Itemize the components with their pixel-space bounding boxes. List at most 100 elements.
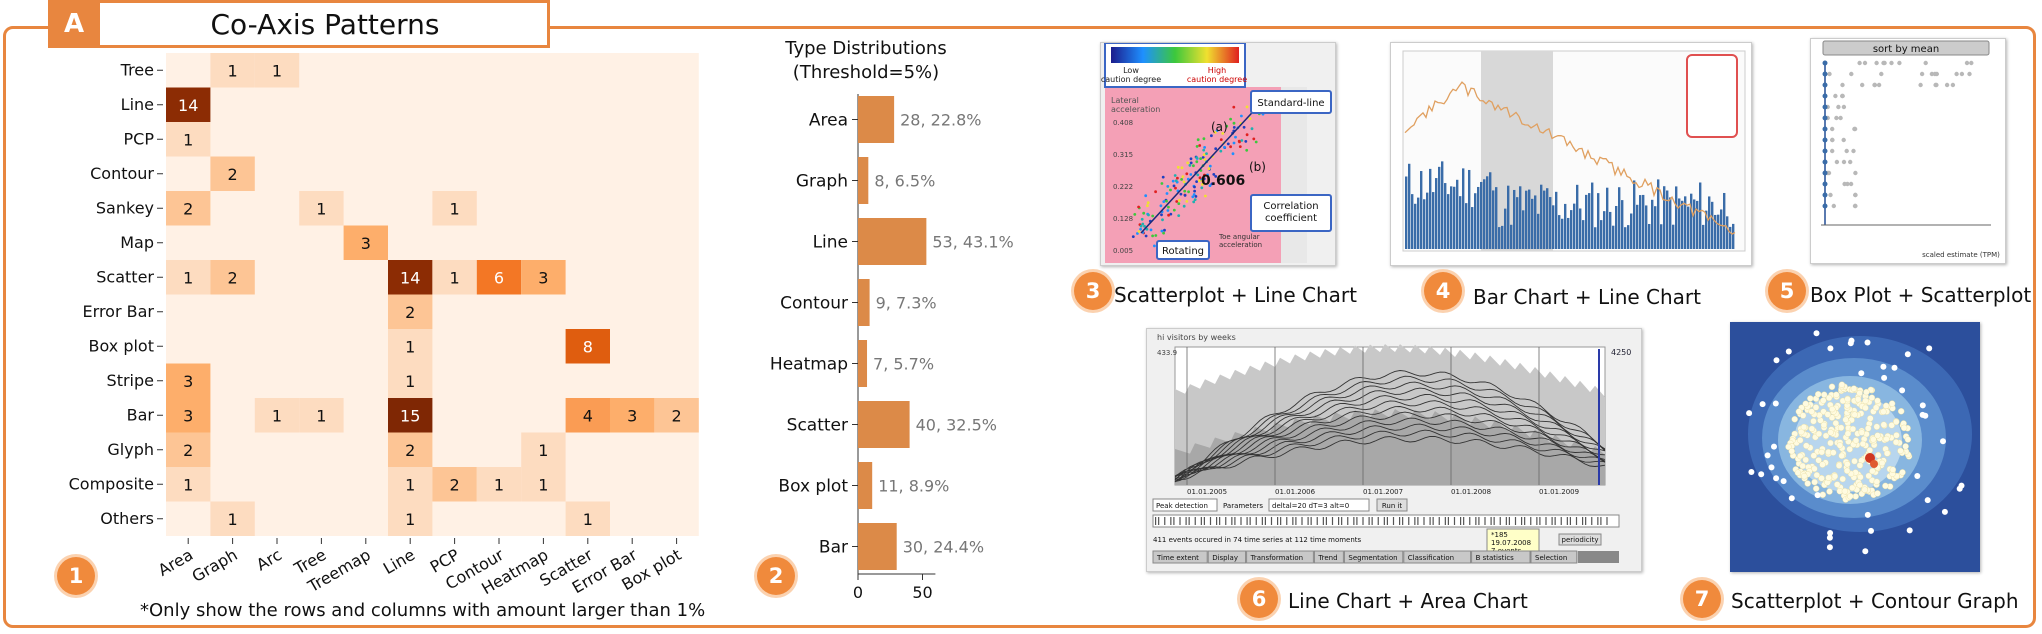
example-6-image: hi visitors by weeks 433.9 4250 01.01.20…: [1147, 329, 1641, 571]
heatmap-cell-label: 1: [450, 268, 460, 287]
heatmap-cell-label: 2: [405, 303, 415, 322]
distribution-bar: [858, 218, 927, 265]
heatmap-cell-label: 1: [183, 475, 193, 494]
svg-text:01.01.2005: 01.01.2005: [1187, 488, 1227, 496]
heatmap-cell-label: 2: [228, 268, 238, 287]
example-4-image: [1391, 43, 1751, 265]
heatmap-cell-label: 15: [400, 406, 420, 425]
heatmap-cell: [521, 260, 566, 295]
sort-by-mean-button[interactable]: [1822, 40, 1990, 56]
heatmap-cell-label: 4: [583, 406, 593, 425]
heatmap-cell-label: 1: [272, 406, 282, 425]
heatmap-row-label: Contour: [90, 164, 154, 183]
ex3-y-ticks: 0.408 0.315 0.222 0.128 0.005: [1113, 119, 1133, 255]
heatmap-cell: [565, 501, 610, 536]
heatmap-cell: [210, 156, 255, 191]
bar-category-label: Line: [813, 233, 848, 253]
ex3-x-label: Toe angular acceleration: [1218, 233, 1262, 249]
ex6-header: hi visitors by weeks: [1157, 333, 1236, 342]
heatmap-cell: [388, 501, 433, 536]
ex6-tab-label: Segmentation: [1348, 554, 1397, 562]
heatmap-row-label: Error Bar: [83, 302, 155, 321]
heatmap-cell: [299, 398, 344, 433]
threshold-note: *Only show the rows and columns with amo…: [140, 600, 706, 621]
ex6-tab[interactable]: [1207, 550, 1247, 564]
heatmap-cell: [210, 260, 255, 295]
distribution-bar: [858, 96, 895, 143]
heatmap-cell: [299, 191, 344, 226]
badge-4: 4: [1424, 272, 1462, 310]
heatmap-cell-label: 6: [494, 268, 504, 287]
run-it-button[interactable]: [1376, 498, 1408, 512]
heatmap-col-label: Graph: [189, 545, 241, 586]
ex6-tab[interactable]: [1246, 550, 1314, 564]
heatmap-cell-label: 1: [272, 61, 282, 80]
co-axis-heatmap: Tree Line PCP Contour Sankey Map Scatter Error …: [69, 53, 699, 598]
bar-value-label: 53, 43.1%: [932, 233, 1013, 252]
bar-value-label: 8, 6.5%: [874, 172, 935, 191]
heatmap-cell: [388, 432, 433, 467]
heatmap-cell-label: 2: [405, 441, 415, 460]
ex3-legend-high: High caution degree: [1187, 66, 1247, 84]
example-6-caption: Line Chart + Area Chart: [1288, 589, 1528, 613]
heatmap-row-label: Line: [121, 95, 154, 114]
bar-x-tick: 50: [912, 583, 932, 602]
heatmap-row-label: Bar: [127, 405, 155, 424]
heatmap-col-label: Area: [155, 545, 196, 580]
badge-6: 6: [1240, 580, 1278, 618]
distribution-bar: [858, 462, 873, 509]
heatmap-cell-label: 1: [405, 372, 415, 391]
heatmap-cell: [388, 260, 433, 295]
example-5-image: sort by mean scaled estimate (TPM): [1811, 39, 2005, 263]
ex3-callout-corr: Correlation coefficient: [1263, 201, 1318, 224]
example-6-thumbnail: hi visitors by weeks 433.9 4250 01.01.20…: [1146, 328, 1642, 572]
heatmap-cell-label: 1: [228, 510, 238, 529]
distribution-bar: [858, 401, 910, 448]
heatmap-cell-label: 1: [405, 510, 415, 529]
ex6-params-value: deltal=20 dT=3 alt=0: [1272, 502, 1349, 510]
example-4-thumbnail: [1390, 42, 1752, 266]
ex6-tab[interactable]: [1343, 550, 1404, 564]
svg-text:01.01.2007: 01.01.2007: [1363, 488, 1403, 496]
heatmap-cell: [166, 432, 211, 467]
heatmap-cell-label: 1: [494, 475, 504, 494]
heatmap-col-label: Arc: [253, 545, 285, 574]
heatmap-cell: [432, 191, 477, 226]
panel-frame: [3, 26, 2036, 628]
badge-2: 2: [757, 557, 795, 595]
bar-category-label: Heatmap: [770, 355, 848, 375]
bar-value-label: 7, 5.7%: [873, 355, 934, 374]
example-7-thumbnail: [1730, 322, 1980, 572]
ex6-params-input[interactable]: [1268, 498, 1370, 512]
heatmap-cell-label: 3: [538, 268, 548, 287]
ex6-params-label: Parameters: [1223, 502, 1263, 510]
ex6-tab[interactable]: [1530, 550, 1578, 564]
panel-title: Co-Axis Patterns: [210, 7, 440, 41]
ex6-x-ticks: 01.01.2005 01.01.2006 01.01.2007 01.01.2008…: [1186, 347, 1579, 496]
type-distribution-chart: Type Distributions (Threshold=5%) Area 28, …: [770, 38, 1014, 602]
bar-category-label: Graph: [796, 172, 848, 192]
heatmap-cell-label: 1: [316, 406, 326, 425]
heatmap-cell: [476, 467, 522, 502]
panel-title-box: [48, 0, 550, 48]
heatmap-row-label: PCP: [124, 129, 155, 148]
heatmap-cell: [166, 122, 211, 157]
ex6-tab[interactable]: [1403, 550, 1472, 564]
periodicity-button[interactable]: [1558, 533, 1602, 546]
heatmap-cell: [565, 398, 610, 433]
svg-text:01.01.2008: 01.01.2008: [1451, 488, 1491, 496]
peak-detection-select[interactable]: [1152, 498, 1218, 512]
distribution-bar: [858, 279, 870, 326]
ex6-tab-label: Selection: [1535, 554, 1567, 562]
heatmap-cell-label: 1: [538, 475, 548, 494]
ex6-y-top: 433.9: [1157, 349, 1177, 357]
ex6-tab-label: Classification: [1408, 554, 1454, 562]
ex3-callout-rotating: Rotating: [1162, 246, 1204, 257]
example-3-thumbnail: Low caution degree High caution degree Lat…: [1100, 42, 1336, 266]
ex6-tab[interactable]: [1471, 550, 1531, 564]
ex6-tab[interactable]: [1313, 550, 1344, 564]
svg-text:0.005: 0.005: [1113, 247, 1133, 255]
heatmap-cell: [432, 260, 477, 295]
ex3-legend-low: Low caution degree: [1101, 66, 1161, 84]
ex6-tab[interactable]: [1152, 550, 1208, 564]
